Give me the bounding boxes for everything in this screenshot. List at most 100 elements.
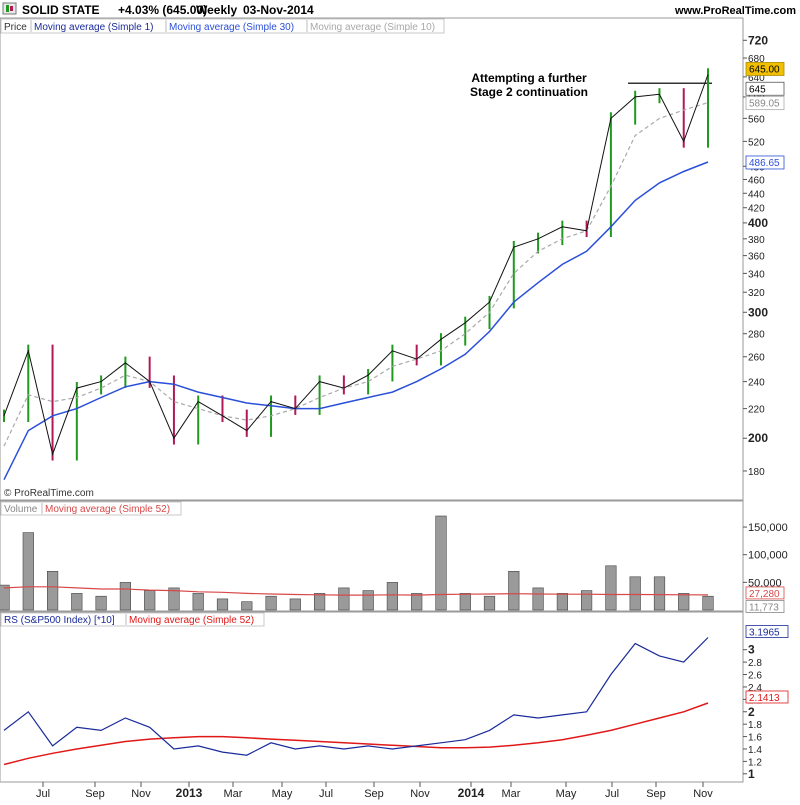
volume-axis-label: 50,000 bbox=[748, 577, 782, 589]
volume-value-tag-label: 11,773 bbox=[749, 602, 779, 613]
price-axis-label: 560 bbox=[748, 114, 765, 125]
x-axis-label: Jul bbox=[319, 788, 333, 800]
rs-value-tag bbox=[745, 690, 789, 704]
price-axis-label: 180 bbox=[748, 467, 765, 478]
volume-bar bbox=[241, 601, 253, 611]
rs-axis-label: 1.2 bbox=[748, 757, 762, 768]
x-axis-label: May bbox=[556, 788, 577, 800]
volume-ma-line bbox=[3, 586, 709, 596]
rs-legend-box bbox=[0, 612, 265, 627]
rs-axis-label: 1.8 bbox=[748, 720, 762, 731]
price-axis-label: 440 bbox=[748, 189, 765, 200]
symbol-label: SOLID STATE bbox=[22, 3, 100, 17]
legend-ma10: Moving average (Simple 10) bbox=[310, 22, 435, 33]
price-axis-label: 420 bbox=[748, 204, 765, 215]
legend-volume-ma: Moving average (Simple 52) bbox=[45, 504, 170, 515]
x-axis-label: May bbox=[272, 788, 293, 800]
price-value-tag-label: 589.05 bbox=[749, 99, 780, 110]
rs-axis-label: 1 bbox=[748, 767, 755, 781]
legend-rs-ma: Moving average (Simple 52) bbox=[129, 615, 254, 626]
rs-value-tag-label: 2.1413 bbox=[749, 693, 780, 704]
volume-value-tag bbox=[745, 586, 785, 600]
rs-plot bbox=[3, 637, 709, 766]
volume-plot bbox=[0, 515, 714, 611]
volume-legend: Volume Moving average (Simple 52) bbox=[0, 501, 182, 516]
legend-price: Price bbox=[4, 22, 27, 33]
rs-line bbox=[3, 637, 709, 756]
rs-ma-line bbox=[3, 702, 709, 766]
volume-bar bbox=[508, 570, 520, 611]
volume-bar bbox=[338, 587, 350, 611]
volume-bar bbox=[386, 582, 399, 611]
legend-rs: RS (S&P500 Index) [*10] bbox=[4, 615, 115, 626]
price-axis-label: 320 bbox=[748, 288, 765, 299]
rs-value-tag-label: 3.1965 bbox=[749, 628, 780, 639]
x-axis-label: 2014 bbox=[458, 786, 485, 800]
price-axis-label: 200 bbox=[748, 431, 768, 445]
volume-bar bbox=[411, 593, 423, 611]
legend-volume: Volume bbox=[4, 504, 38, 515]
x-axis-label: Nov bbox=[410, 788, 430, 800]
volume-bar bbox=[144, 590, 156, 611]
volume-bar bbox=[459, 593, 471, 611]
rs-panel-frame bbox=[0, 611, 744, 783]
x-axis-label: Sep bbox=[85, 788, 105, 800]
volume-bar bbox=[265, 595, 277, 611]
candle-icon-up bbox=[6, 5, 9, 12]
price-value-tag-label: 645 bbox=[749, 84, 766, 95]
price-legend-box bbox=[0, 18, 445, 34]
volume-bar bbox=[46, 570, 59, 611]
site-label: www.ProRealTime.com bbox=[674, 5, 796, 17]
volume-axis-label: 150,000 bbox=[748, 522, 788, 534]
period-label: Weekly bbox=[196, 3, 237, 17]
volume-bar bbox=[653, 576, 666, 611]
volume-bar bbox=[629, 576, 641, 611]
volume-bar bbox=[119, 582, 131, 611]
price-line bbox=[3, 74, 709, 456]
x-axis-label: Nov bbox=[131, 788, 151, 800]
volume-bar bbox=[605, 565, 617, 611]
annotation-line-2: Stage 2 continuation bbox=[470, 85, 588, 99]
price-value-tag bbox=[745, 96, 785, 111]
price-value-tag-label: 486.65 bbox=[749, 158, 780, 169]
price-axis-label: 280 bbox=[748, 330, 765, 341]
x-axis-label: Jul bbox=[605, 788, 619, 800]
volume-legend-box bbox=[0, 501, 182, 516]
price-axis-label: 340 bbox=[748, 269, 765, 280]
rs-axis-label: 2.6 bbox=[748, 671, 762, 682]
price-axis-label: 640 bbox=[748, 73, 765, 84]
volume-axis-label: 100,000 bbox=[748, 550, 788, 562]
rs-axis-label: 3 bbox=[748, 643, 755, 657]
price-legend: Price Moving average (Simple 1) Moving a… bbox=[0, 18, 445, 34]
volume-bar bbox=[532, 587, 544, 611]
annotation-line-1: Attempting a further bbox=[471, 71, 587, 85]
price-value-tag bbox=[745, 81, 785, 96]
copyright-label: © ProRealTime.com bbox=[4, 488, 94, 499]
x-axis-label: Mar bbox=[502, 788, 521, 800]
legend-ma1: Moving average (Simple 1) bbox=[34, 22, 154, 33]
volume-bar bbox=[580, 590, 593, 611]
volume-value-tag-label: 27,280 bbox=[749, 589, 780, 600]
volume-bar bbox=[71, 593, 83, 611]
chart-header: SOLID STATE +4.03% (645.00) Weekly 03-No… bbox=[2, 2, 796, 17]
volume-bar bbox=[483, 595, 496, 611]
volume-bar bbox=[313, 593, 326, 611]
price-axis-label: 460 bbox=[748, 175, 765, 186]
price-axis-label: 380 bbox=[748, 235, 765, 246]
volume-bar bbox=[168, 587, 180, 611]
price-axis-label: 520 bbox=[748, 137, 765, 148]
volume-bar bbox=[22, 532, 34, 611]
rs-axis-label: 2.8 bbox=[748, 658, 762, 669]
volume-bar bbox=[702, 595, 714, 611]
rs-axis-label: 2 bbox=[748, 705, 755, 719]
candle-icon bbox=[2, 2, 17, 15]
x-axis-label: Mar bbox=[224, 788, 243, 800]
rs-axis-label: 1.6 bbox=[748, 733, 762, 744]
rs-value-tag bbox=[745, 625, 789, 638]
volume-bar bbox=[362, 590, 374, 611]
volume-bar bbox=[0, 584, 10, 611]
rs-legend: RS (S&P500 Index) [*10] Moving average (… bbox=[0, 612, 265, 627]
x-axis-label: Jul bbox=[36, 788, 50, 800]
volume-bar bbox=[678, 593, 690, 611]
